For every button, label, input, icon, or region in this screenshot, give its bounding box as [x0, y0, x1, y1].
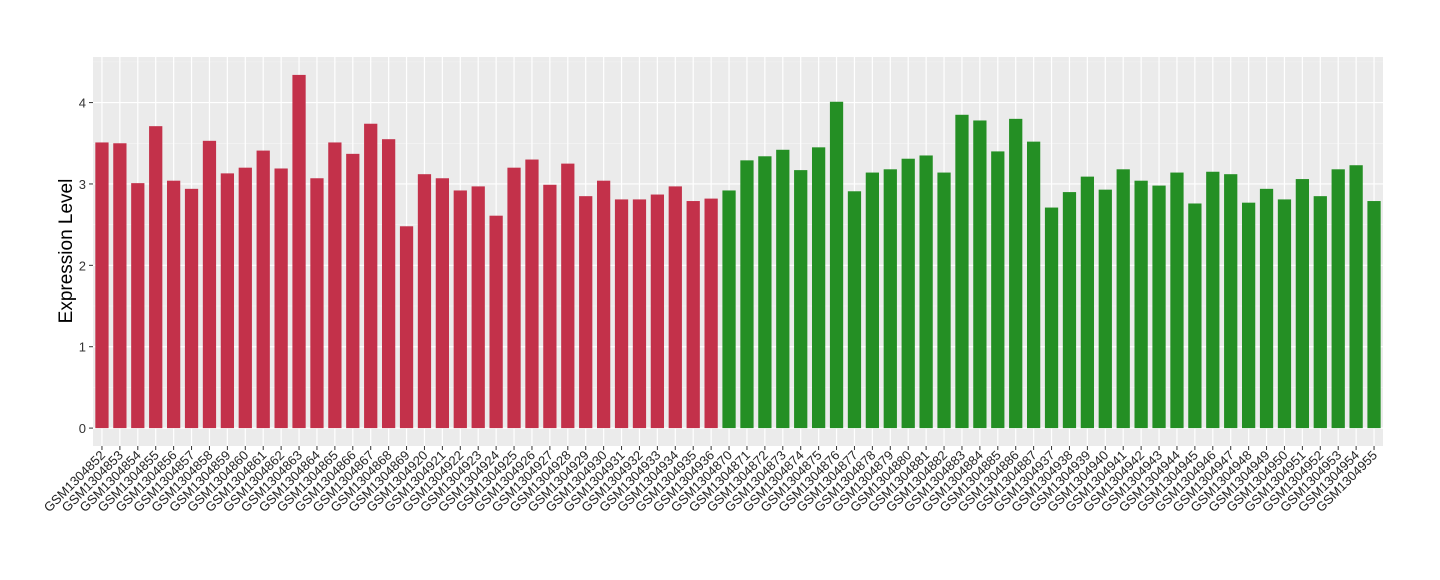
bar	[901, 158, 915, 429]
bar	[184, 188, 199, 429]
bar	[1009, 118, 1023, 429]
bar	[220, 173, 235, 429]
bar	[740, 160, 754, 429]
bar	[650, 194, 665, 429]
y-tick-label: 1	[79, 340, 86, 355]
bar	[328, 142, 342, 429]
bar	[1152, 185, 1166, 429]
bar	[507, 167, 521, 429]
bar	[1224, 174, 1238, 429]
bar	[704, 198, 718, 429]
bar	[829, 101, 844, 429]
bar	[794, 170, 808, 429]
bar	[1044, 207, 1059, 429]
bar	[1331, 169, 1345, 429]
bar	[722, 190, 736, 429]
bar	[1080, 176, 1095, 429]
bar	[1313, 196, 1327, 429]
bar	[776, 149, 790, 429]
bar	[865, 172, 880, 429]
bar	[202, 140, 217, 429]
bar	[1295, 179, 1310, 429]
bar	[525, 159, 539, 429]
bar	[1241, 202, 1256, 429]
bar	[543, 184, 557, 429]
bar	[758, 156, 772, 429]
bar	[1062, 192, 1077, 429]
y-tick-label: 0	[79, 421, 86, 436]
bar	[274, 168, 288, 429]
bar	[937, 172, 951, 429]
bar	[973, 120, 987, 429]
bar	[489, 215, 503, 429]
bar	[256, 150, 270, 429]
plot-panel	[93, 57, 1383, 446]
bar	[131, 183, 145, 429]
bar	[1206, 171, 1220, 429]
bar	[614, 199, 629, 429]
bar	[1259, 188, 1274, 429]
bar	[1026, 141, 1041, 429]
bar	[1134, 180, 1148, 429]
bar	[149, 126, 163, 429]
bar	[417, 174, 432, 429]
bar	[292, 74, 306, 429]
bar	[955, 114, 969, 429]
bar	[166, 180, 181, 429]
y-tick-label: 4	[79, 96, 86, 111]
bar	[95, 142, 109, 429]
bar	[686, 201, 700, 429]
bar	[919, 155, 933, 429]
bar	[113, 143, 127, 429]
bar	[1170, 172, 1184, 429]
bar	[579, 196, 593, 429]
bar	[435, 178, 450, 429]
bar	[811, 147, 826, 429]
bar	[561, 163, 575, 429]
bar	[471, 186, 485, 429]
bar	[883, 169, 897, 429]
bar	[1098, 189, 1112, 429]
bar	[668, 186, 682, 429]
bar	[364, 123, 378, 429]
bar	[346, 153, 360, 429]
bar	[847, 191, 862, 429]
bar	[1367, 201, 1381, 429]
bar	[1188, 203, 1202, 429]
bar	[632, 199, 647, 429]
y-axis-title: Expression Level	[56, 179, 77, 324]
bar	[1116, 169, 1130, 429]
bar	[381, 139, 396, 429]
bar	[399, 226, 414, 429]
y-tick-label: 2	[79, 258, 86, 273]
bar	[991, 151, 1005, 429]
bar	[453, 190, 467, 429]
bar	[1349, 165, 1363, 429]
bar	[310, 178, 324, 429]
bar	[238, 167, 252, 429]
bar	[1277, 199, 1292, 429]
y-tick-label: 3	[79, 177, 86, 192]
bar	[596, 180, 611, 429]
